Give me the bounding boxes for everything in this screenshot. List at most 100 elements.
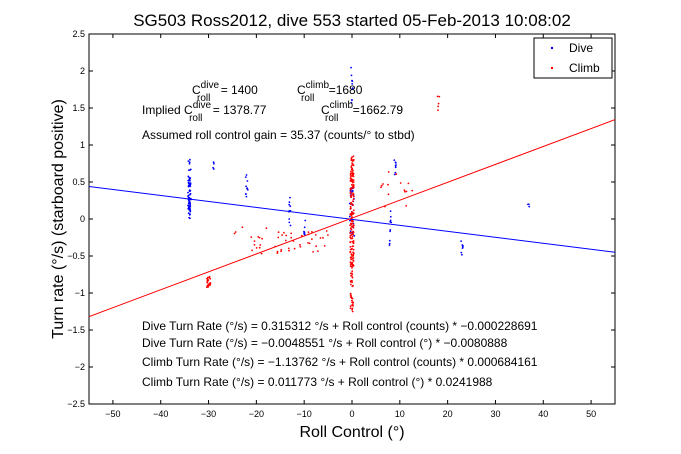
climb-point [352,155,355,158]
climb-point [351,310,354,313]
climb-point [349,305,352,307]
c-dive-label: Cdive roll = 1400 [192,80,258,104]
climb-point [407,182,410,185]
climb-point [349,195,352,197]
dive-point [351,80,354,83]
climb-point [351,308,353,311]
dive-point [351,189,354,192]
climb-point [352,175,355,178]
dive-point [187,196,190,199]
dive-point [288,203,291,206]
climb-point [351,307,354,310]
dive-point [245,195,248,198]
climb-point [351,181,354,184]
climb-point [350,223,353,225]
climb-point [349,174,352,176]
dive-point [389,215,392,218]
climb-point [352,242,355,244]
x-tick-label: 0 [349,409,354,419]
dive-point [189,217,191,220]
climb-point [352,255,354,257]
climb-point [349,263,352,265]
climb-point [352,204,355,207]
climb-point [209,277,212,280]
climb-point [241,226,244,229]
climb-point [258,246,261,249]
climb-point [253,240,256,243]
climb-point [311,238,313,241]
climb-point [351,270,354,273]
climb-point [382,183,384,185]
climb-point [350,170,352,173]
dive-point [187,184,190,187]
climb-point [288,249,290,252]
climb-point [352,183,355,186]
climb-point [284,239,287,242]
climb-point [314,234,317,236]
dive-point [304,219,307,222]
dive-point [353,234,356,237]
dive-point [188,199,190,202]
climb-point [260,252,263,255]
y-tick-label: 2 [80,66,85,76]
axis-ticks: −50 −40 −30 −20 −10 0 10 20 30 40 50 2.5 2 1.5 1 0.5 0 −0… [67,29,615,419]
climb-point [255,247,258,249]
x-tick-label: 30 [490,409,500,419]
climb-point [323,245,326,247]
dive-point [394,161,397,164]
climb-point [251,249,254,252]
climb-point [387,183,389,186]
climb-point [276,252,279,255]
climb-point [351,158,353,161]
climb-point [353,159,355,161]
dive-point [189,158,191,161]
y-tick-label: −0.5 [67,251,85,261]
dive-point [303,226,306,229]
climb-point [350,237,352,240]
climb-point [352,240,355,242]
climb-point [349,205,352,208]
climb-point [299,243,301,246]
dive-point [348,215,351,218]
climb-point [351,235,354,238]
legend-climb-marker [550,66,554,70]
dive-point [288,201,291,204]
climb-point [350,233,353,236]
y-tick-label: −2.5 [67,399,85,409]
climb-point [349,213,351,216]
climb-point [349,207,352,210]
dive-point [189,180,191,182]
fit-line-climb [89,119,615,318]
climb-point [209,282,212,285]
legend-climb-label: Climb [569,61,600,75]
climb-point [351,264,354,267]
dive-point [246,180,249,182]
fit-equations: Dive Turn Rate (°/s) = 0.315312 °/s + Ro… [142,319,538,389]
climb-point [351,194,353,197]
climb-point [350,172,352,175]
dive-point [289,196,291,199]
dive-point [245,185,248,188]
climb-point [351,156,353,159]
climb-point [349,292,352,295]
climb-point [283,231,285,234]
dive-point [527,203,530,206]
climb-point [207,283,210,285]
climb-point [350,248,353,250]
climb-point [395,173,398,176]
dive-point [394,171,397,174]
dive-point [388,244,391,247]
climb-point [350,253,353,255]
climb-point [208,275,211,278]
dive-point [188,178,191,181]
fit-text-4: Climb Turn Rate (°/s) = 0.011773 °/s + R… [142,375,493,389]
x-tick-label: 20 [443,409,453,419]
dive-point [351,83,354,85]
climb-point [352,248,355,251]
dive-point [188,190,191,192]
fit-text-1: Dive Turn Rate (°/s) = 0.315312 °/s + Ro… [142,319,538,333]
climb-point [349,246,352,248]
climb-point [349,272,352,275]
y-tick-label: 2.5 [72,29,85,39]
